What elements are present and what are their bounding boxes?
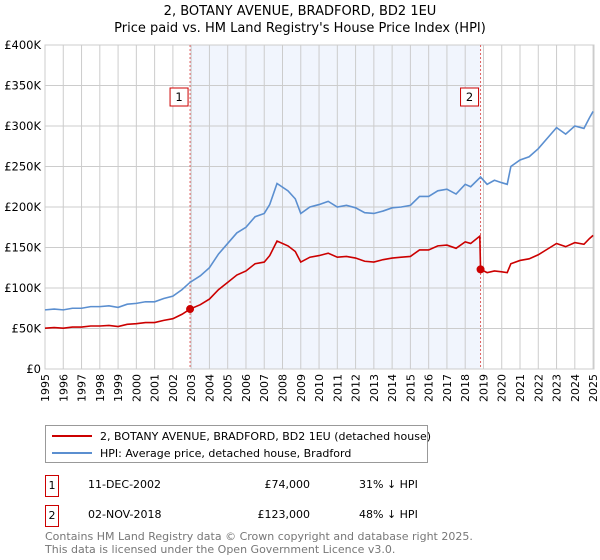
legend: 2, BOTANY AVENUE, BRADFORD, BD2 1EU (det…: [45, 425, 431, 463]
x-tick-label: 2001: [149, 374, 162, 402]
sale-point: [186, 305, 195, 314]
series-line: [44, 234, 594, 329]
x-tick-label: 2013: [368, 374, 381, 402]
sale-hpi-diff: 31% ↓ HPI: [359, 478, 418, 491]
x-tick-label: 2018: [459, 374, 472, 402]
x-tick-label: 2014: [386, 374, 399, 402]
footer-licence: This data is licensed under the Open Gov…: [45, 543, 396, 556]
x-tick-label: 1998: [94, 374, 107, 402]
sale-price: £123,000: [257, 508, 311, 521]
sale-point: [476, 265, 485, 274]
y-tick-label: £400K: [4, 38, 41, 52]
x-tick-label: 2006: [240, 374, 253, 402]
legend-swatch-blue: [52, 452, 92, 454]
x-tick-label: 2021: [514, 374, 527, 402]
x-tick-label: 2024: [569, 374, 582, 402]
x-tick-label: 1996: [57, 374, 70, 402]
x-tick-label: 2009: [295, 374, 308, 402]
sale-date: 11-DEC-2002: [88, 478, 162, 491]
x-tick-label: 1999: [112, 374, 125, 402]
y-tick-label: £250K: [4, 160, 41, 174]
x-tick-label: 2012: [350, 374, 363, 402]
x-tick-label: 2023: [551, 374, 564, 402]
x-tick-label: 2004: [203, 374, 216, 402]
x-tick-label: 2007: [258, 374, 271, 402]
x-tick-label: 2017: [441, 374, 454, 402]
x-tick-label: 2011: [331, 374, 344, 402]
y-tick-label: £150K: [4, 241, 41, 255]
y-tick-label: £350K: [4, 79, 41, 93]
legend-swatch-red: [52, 435, 92, 437]
price-chart: £0 £50K £100K £150K £200K £250K £300K £350K £400…: [4, 38, 600, 402]
y-tick-label: £300K: [4, 119, 41, 133]
y-tick-label: £100K: [4, 281, 41, 295]
series-line: [44, 111, 594, 311]
legend-item-hpi: HPI: Average price, detached house, Brad…: [52, 445, 351, 461]
sale-badge: 1: [45, 475, 59, 497]
x-tick-label: 2005: [222, 374, 235, 402]
x-tick-label: 2010: [313, 374, 326, 402]
sale-label-box: [169, 87, 189, 107]
sale-hpi-diff: 48% ↓ HPI: [359, 508, 418, 521]
x-tick-label: 2002: [167, 374, 180, 402]
chart-subtitle: Price paid vs. HM Land Registry's House …: [114, 21, 486, 36]
footer-copyright: Contains HM Land Registry data © Crown c…: [45, 530, 473, 543]
y-tick-label: £0: [26, 362, 41, 376]
sale-label: 2: [466, 90, 473, 104]
x-tick-label: 2016: [423, 374, 436, 402]
x-tick-label: 1997: [76, 374, 89, 402]
sale-label-box: [460, 87, 480, 107]
y-tick-label: £50K: [12, 322, 42, 336]
sale-badge: 2: [45, 505, 59, 527]
x-tick-label: 2003: [185, 374, 198, 402]
legend-item-property: 2, BOTANY AVENUE, BRADFORD, BD2 1EU (det…: [52, 428, 431, 444]
legend-label: 2, BOTANY AVENUE, BRADFORD, BD2 1EU (det…: [100, 429, 432, 443]
x-tick-label: 2020: [496, 374, 509, 402]
x-tick-label: 2022: [532, 374, 545, 402]
x-tick-label: 1995: [39, 374, 52, 402]
x-tick-label: 2019: [477, 374, 490, 402]
y-tick-label: £200K: [4, 200, 41, 214]
legend-label: HPI: Average price, detached house, Brad…: [100, 446, 352, 460]
sale-date: 02-NOV-2018: [88, 508, 162, 521]
x-tick-label: 2008: [277, 374, 290, 402]
x-tick-label: 2025: [587, 374, 600, 402]
x-tick-label: 2015: [404, 374, 417, 402]
sale-label: 1: [175, 90, 182, 104]
sale-price: £74,000: [264, 478, 311, 491]
x-tick-label: 2000: [130, 374, 143, 402]
chart-title: 2, BOTANY AVENUE, BRADFORD, BD2 1EU: [163, 4, 437, 19]
